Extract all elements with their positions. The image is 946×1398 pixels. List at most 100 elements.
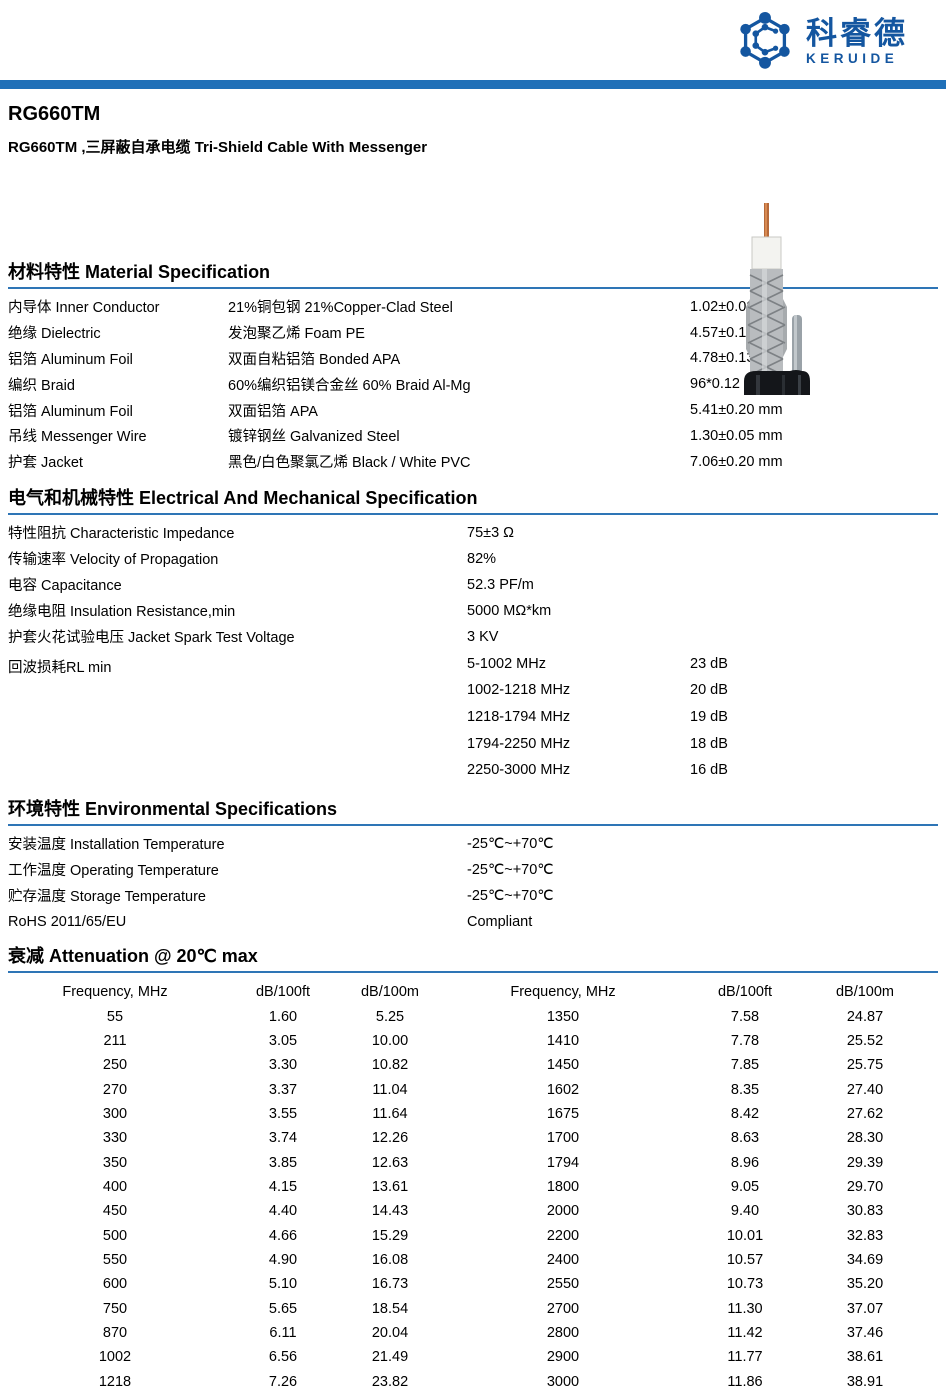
attenuation-frequency-left: 600 bbox=[102, 1276, 128, 1293]
attenuation-db100m-right: 34.69 bbox=[846, 1251, 884, 1268]
attenuation-db100m-left: 23.95 bbox=[344, 1394, 436, 1398]
attenuation-table-row: 270 3.37 11.04 1602 8.35 27.40 bbox=[8, 1078, 938, 1102]
attenuation-table-row: 750 5.65 18.54 2700 11.30 37.07 bbox=[8, 1297, 938, 1321]
col-header-db100ft-right: dB/100ft bbox=[717, 983, 772, 1000]
col-header-frequency-right: Frequency, MHz bbox=[510, 983, 616, 1000]
electrical-spec-heading: 电气和机械特性 Electrical And Mechanical Specif… bbox=[8, 484, 938, 515]
attenuation-heading: 衰减 Attenuation @ 20℃ max bbox=[8, 942, 938, 973]
attenuation-db100m-left: 18.54 bbox=[371, 1300, 409, 1317]
col-header-frequency-left: Frequency, MHz bbox=[62, 983, 168, 1000]
material-item-description: 60%编织铝镁合金丝 60% Braid Al-Mg bbox=[228, 377, 471, 394]
environmental-spec-row: 工作温度 Operating Temperature -25℃~+70℃ bbox=[8, 857, 938, 883]
attenuation-db100m-left: 20.04 bbox=[371, 1325, 409, 1342]
attenuation-frequency-left: 550 bbox=[102, 1251, 128, 1268]
attenuation-db100ft-left: 3.05 bbox=[268, 1032, 298, 1049]
material-item-description: 21%铜包钢 21%Copper-Clad Steel bbox=[228, 300, 453, 317]
attenuation-db100m-left: 5.25 bbox=[375, 1008, 405, 1025]
electrical-spec-row: 绝缘电阻 Insulation Resistance,min 5000 MΩ*k… bbox=[8, 598, 938, 624]
attenuation-table-row: 55 1.60 5.25 1350 7.58 24.87 bbox=[8, 1005, 938, 1029]
attenuation-db100m-left: 10.82 bbox=[371, 1057, 409, 1074]
attenuation-db100ft-left: 3.37 bbox=[268, 1081, 298, 1098]
attenuation-db100m-right: 25.75 bbox=[846, 1057, 884, 1074]
material-item-description: 黑色/白色聚氯乙烯 Black / White PVC bbox=[228, 455, 471, 472]
brand-text: 科睿德 KERUIDE bbox=[806, 18, 908, 66]
attenuation-db100ft-left: 7.30 bbox=[222, 1394, 344, 1398]
attenuation-frequency-right: 2800 bbox=[546, 1325, 580, 1342]
page-title: RG660TM bbox=[8, 103, 101, 125]
electrical-spec-row: 特性阻抗 Characteristic Impedance 75±3 Ω bbox=[8, 520, 938, 546]
material-item-description: 镀锌钢丝 Galvanized Steel bbox=[228, 429, 400, 446]
attenuation-db100ft-left: 6.11 bbox=[269, 1325, 297, 1342]
environmental-item-label: 工作温度 Operating Temperature bbox=[8, 863, 219, 880]
attenuation-db100ft-right: 11.77 bbox=[727, 1349, 763, 1366]
attenuation-frequency-left: 211 bbox=[103, 1032, 127, 1049]
return-loss-row: 1218-1794 MHz 19 dB bbox=[467, 704, 938, 731]
material-spec-row: 护套 Jacket 黑色/白色聚氯乙烯 Black / White PVC 7.… bbox=[8, 449, 938, 475]
attenuation-frequency-left: 330 bbox=[102, 1130, 128, 1147]
attenuation-db100m-right: 25.52 bbox=[846, 1032, 884, 1049]
environmental-spec-rows: 安装温度 Installation Temperature -25℃~+70℃ … bbox=[8, 831, 938, 935]
attenuation-table-body: 55 1.60 5.25 1350 7.58 24.87 211 3.05 10… bbox=[8, 1005, 938, 1398]
attenuation-db100ft-left: 4.40 bbox=[268, 1203, 298, 1220]
attenuation-db100m-left: 21.49 bbox=[371, 1349, 409, 1366]
attenuation-frequency-right: 1675 bbox=[546, 1105, 580, 1122]
attenuation-db100m-right: 32.83 bbox=[846, 1227, 884, 1244]
attenuation-db100ft-left: 3.55 bbox=[268, 1105, 298, 1122]
attenuation-db100ft-left: 1.60 bbox=[268, 1008, 298, 1025]
section-material-spec: 材料特性 Material Specification 内导体 Inner Co… bbox=[8, 258, 938, 475]
material-item-label: 内导体 Inner Conductor bbox=[8, 300, 160, 317]
return-loss-frequency-range: 1794-2250 MHz bbox=[467, 735, 571, 752]
material-spec-rows: 内导体 Inner Conductor 21%铜包钢 21%Copper-Cla… bbox=[8, 294, 938, 475]
attenuation-table-row: 211 3.05 10.00 1410 7.78 25.52 bbox=[8, 1029, 938, 1053]
attenuation-db100ft-left: 3.74 bbox=[268, 1130, 298, 1147]
electrical-item-label: 护套火花试验电压 Jacket Spark Test Voltage bbox=[8, 630, 295, 647]
attenuation-frequency-right: 2200 bbox=[546, 1227, 580, 1244]
attenuation-table-row: 870 6.11 20.04 2800 11.42 37.46 bbox=[8, 1321, 938, 1345]
attenuation-table-row: 350 3.85 12.63 1794 8.96 29.39 bbox=[8, 1151, 938, 1175]
material-item-label: 吊线 Messenger Wire bbox=[8, 429, 147, 446]
attenuation-db100ft-right: 9.40 bbox=[730, 1203, 760, 1220]
attenuation-table-row: 600 5.10 16.73 2550 10.73 35.20 bbox=[8, 1272, 938, 1296]
attenuation-db100ft-right: 8.35 bbox=[730, 1081, 760, 1098]
attenuation-db100m-left: 15.29 bbox=[371, 1227, 409, 1244]
material-item-label: 护套 Jacket bbox=[8, 455, 83, 472]
environmental-spec-row: RoHS 2011/65/EU Compliant bbox=[8, 909, 938, 935]
environmental-spec-heading: 环境特性 Environmental Specifications bbox=[8, 795, 938, 826]
environmental-item-value: Compliant bbox=[467, 913, 533, 930]
page-header: 科睿德 KERUIDE bbox=[0, 0, 946, 80]
material-spec-row: 绝缘 Dielectric 发泡聚乙烯 Foam PE 4.57±0.10 mm bbox=[8, 320, 938, 346]
attenuation-table-row: 300 3.55 11.64 1675 8.42 27.62 bbox=[8, 1102, 938, 1126]
attenuation-frequency-left: 55 bbox=[106, 1008, 124, 1025]
attenuation-db100ft-left: 5.65 bbox=[268, 1300, 298, 1317]
attenuation-db100m-right: 37.07 bbox=[846, 1300, 884, 1317]
col-header-db100m-left: dB/100m bbox=[360, 983, 420, 1000]
section-electrical-spec: 电气和机械特性 Electrical And Mechanical Specif… bbox=[8, 484, 938, 784]
attenuation-db100ft-left: 5.10 bbox=[268, 1276, 298, 1293]
attenuation-db100m-right: 24.87 bbox=[846, 1008, 884, 1025]
attenuation-frequency-right: 1800 bbox=[546, 1178, 580, 1195]
attenuation-table-row: 400 4.15 13.61 1800 9.05 29.70 bbox=[8, 1175, 938, 1199]
attenuation-frequency-left: 270 bbox=[102, 1081, 128, 1098]
attenuation-db100m-right: 37.46 bbox=[846, 1325, 884, 1342]
return-loss-frequency-range: 5-1002 MHz bbox=[467, 655, 546, 672]
attenuation-table: Frequency, MHz dB/100ft dB/100m Frequenc… bbox=[8, 979, 938, 1398]
attenuation-table-row: 1218 7.26 23.82 3000 11.86 38.91 bbox=[8, 1370, 938, 1394]
return-loss-rows: 5-1002 MHz 23 dB 1002-1218 MHz 20 dB 121… bbox=[467, 651, 938, 784]
brand-logo: 科睿德 KERUIDE bbox=[732, 4, 908, 79]
attenuation-frequency-right: 2550 bbox=[546, 1276, 580, 1293]
electrical-spec-row: 传输速率 Velocity of Propagation 82% bbox=[8, 546, 938, 572]
attenuation-db100ft-right bbox=[690, 1394, 800, 1398]
cable-product-image bbox=[694, 199, 894, 395]
attenuation-db100ft-right: 7.78 bbox=[730, 1032, 760, 1049]
attenuation-frequency-right: 2700 bbox=[546, 1300, 580, 1317]
return-loss-value: 16 dB bbox=[690, 762, 728, 779]
environmental-item-value: -25℃~+70℃ bbox=[467, 861, 554, 878]
attenuation-frequency-left: 350 bbox=[102, 1154, 128, 1171]
col-header-db100ft-left: dB/100ft bbox=[255, 983, 310, 1000]
electrical-item-label: 传输速率 Velocity of Propagation bbox=[8, 552, 219, 569]
material-item-description: 双面自粘铝箔 Bonded APA bbox=[228, 351, 401, 368]
return-loss-row: 5-1002 MHz 23 dB bbox=[467, 651, 938, 678]
material-item-label: 铝箔 Aluminum Foil bbox=[8, 351, 133, 368]
attenuation-db100m-left: 13.61 bbox=[371, 1178, 409, 1195]
